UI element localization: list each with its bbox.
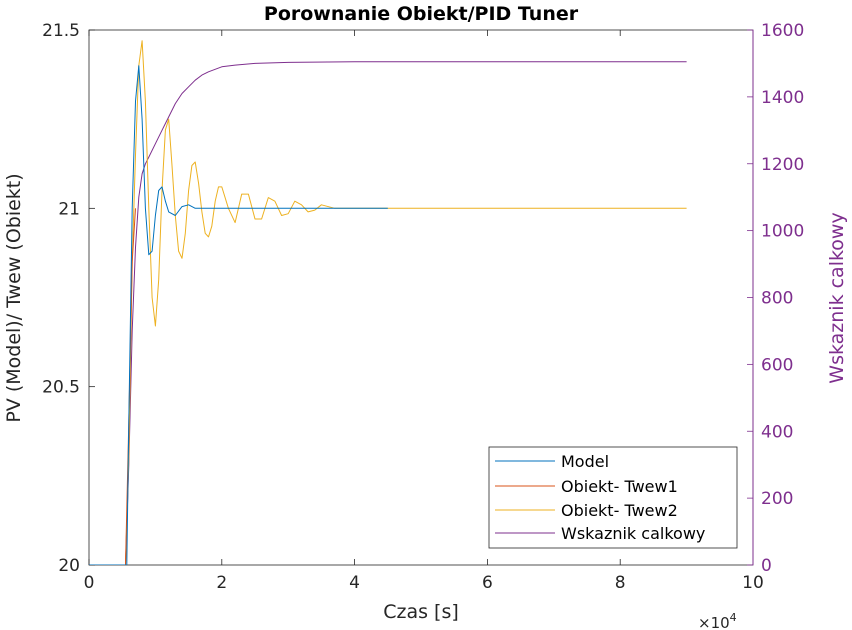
legend-entry: Obiekt- Twew2 [561, 501, 678, 520]
y-left-tick-label: 20 [58, 556, 80, 576]
y-right-tick-label: 1200 [761, 155, 804, 175]
y-right-tick-label: 200 [761, 489, 793, 509]
series-line-2 [89, 40, 687, 565]
y-left-tick-label: 21 [58, 199, 80, 219]
series-line-1 [89, 208, 136, 565]
x-tick-label: 8 [615, 573, 626, 593]
y-left-tick-label: 20.5 [42, 378, 80, 398]
y-right-tick-label: 0 [761, 556, 772, 576]
legend-box [488, 446, 738, 549]
legend: Model Obiekt- Twew1 Obiekt- Twew2 Wskaznik … [488, 446, 738, 549]
x-tick-label: 10 [742, 573, 764, 593]
series-line-0 [89, 65, 388, 565]
ticks-layer: 0 2 4 6 8 10 20 20.5 21 21.5 0 200 400 600 800 1000 1200… [42, 21, 804, 593]
x-tick-label: 2 [216, 573, 227, 593]
chart-title: Porownanie Obiekt/PID Tuner [264, 3, 579, 25]
x-axis-label: Czas [s] [383, 601, 459, 623]
legend-entry: Model [561, 452, 609, 471]
x-tick-label: 6 [482, 573, 493, 593]
y-left-tick-label: 21.5 [42, 21, 80, 41]
y-left-axis-label: PV (Model)/ Twew (Obiekt) [3, 173, 25, 422]
series-line-3 [89, 61, 687, 565]
legend-entry: Obiekt- Twew1 [561, 477, 678, 496]
x-tick-label: 0 [84, 573, 95, 593]
legend-entry: Wskaznik calkowy [561, 524, 705, 543]
y-right-tick-label: 800 [761, 289, 793, 309]
y-right-axis-label: Wskaznik calkowy [826, 212, 848, 383]
x-exponent-label: ×104 [698, 611, 737, 630]
series-layer [89, 40, 687, 565]
y-right-tick-label: 1000 [761, 222, 804, 242]
x-tick-label: 4 [349, 573, 360, 593]
y-right-tick-label: 1400 [761, 88, 804, 108]
y-right-tick-label: 1600 [761, 21, 804, 41]
y-right-tick-label: 600 [761, 355, 793, 375]
y-right-tick-label: 400 [761, 422, 793, 442]
